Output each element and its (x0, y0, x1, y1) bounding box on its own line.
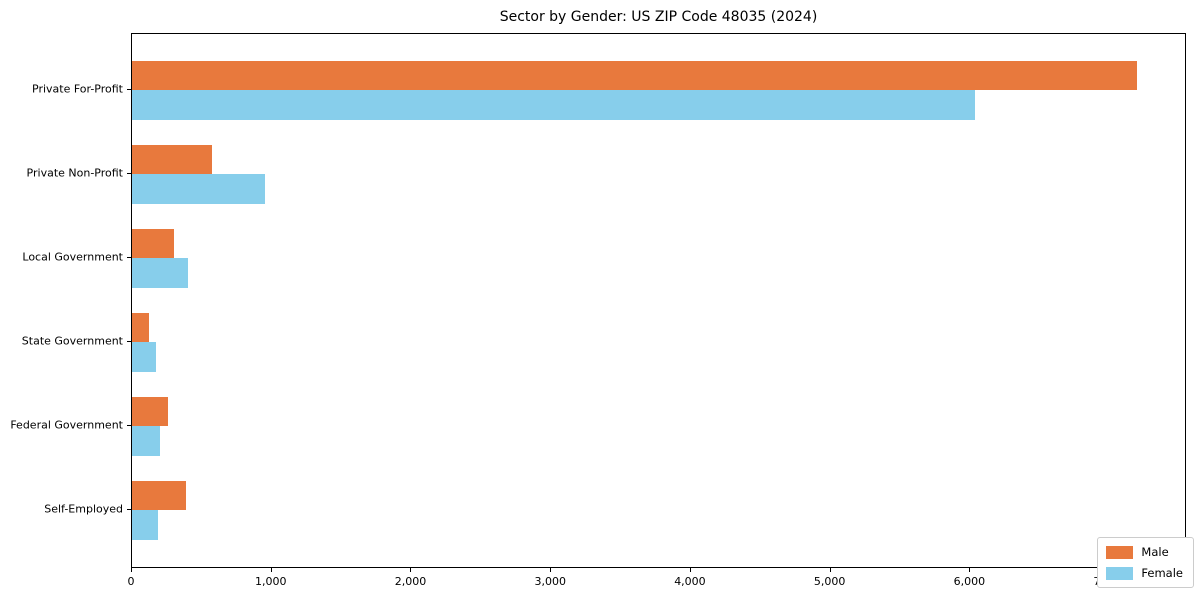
legend-label: Female (1141, 566, 1183, 580)
bar-female-1 (132, 174, 265, 204)
x-tick-label: 2,000 (394, 575, 427, 588)
y-tick-mark (127, 425, 131, 427)
y-tick-label: Self-Employed (44, 502, 123, 516)
y-tick-mark (127, 257, 131, 259)
legend: Male Female (1097, 537, 1194, 588)
bar-male-3 (132, 312, 150, 343)
x-tick-mark (270, 568, 272, 572)
x-tick-mark (829, 568, 831, 572)
x-tick-mark (689, 568, 691, 572)
x-tick-label: 0 (127, 575, 135, 588)
plot-area (131, 33, 1186, 568)
legend-row-female: Female (1106, 566, 1183, 580)
y-tick-mark (127, 89, 131, 91)
legend-swatch-male (1106, 545, 1134, 559)
y-tick-label: Local Government (22, 250, 123, 264)
y-tick-mark (127, 173, 131, 175)
legend-swatch-female (1106, 566, 1134, 580)
x-tick-mark (550, 568, 552, 572)
bar-male-1 (132, 144, 212, 175)
chart-title: Sector by Gender: US ZIP Code 48035 (202… (499, 9, 818, 25)
x-tick-mark (969, 568, 971, 572)
bar-male-2 (132, 228, 174, 259)
y-tick-mark (127, 509, 131, 511)
bar-female-3 (132, 342, 156, 372)
y-tick-label: State Government (21, 334, 123, 348)
x-tick-label: 3,000 (534, 575, 566, 588)
x-tick-mark (131, 568, 132, 572)
bar-female-4 (132, 426, 160, 456)
legend-row-male: Male (1106, 545, 1183, 559)
x-tick-label: 1,000 (254, 575, 287, 588)
legend-label: Male (1141, 545, 1169, 559)
bar-male-5 (132, 480, 186, 511)
bar-female-5 (132, 510, 158, 540)
bar-female-0 (132, 90, 975, 120)
x-tick-label: 6,000 (953, 575, 986, 588)
y-tick-label: Federal Government (10, 418, 123, 432)
y-tick-mark (127, 341, 131, 343)
bar-male-4 (132, 396, 168, 427)
bar-male-0 (132, 60, 1137, 91)
x-tick-mark (410, 568, 412, 572)
bar-female-2 (132, 258, 188, 288)
x-tick-label: 5,000 (813, 575, 846, 588)
y-tick-label: Private Non-Profit (26, 166, 123, 180)
y-tick-label: Private For-Profit (32, 82, 123, 96)
x-tick-label: 4,000 (674, 575, 706, 588)
